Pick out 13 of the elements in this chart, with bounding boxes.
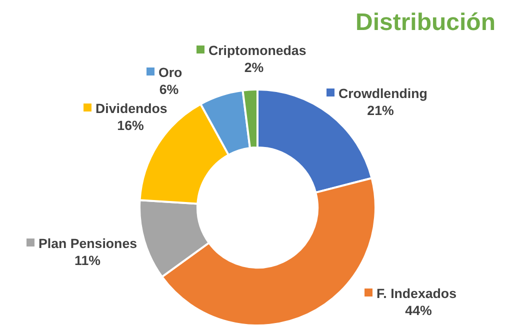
- legend-label: Plan Pensiones: [38, 236, 138, 251]
- data-label: 6%: [159, 82, 179, 97]
- data-label: 16%: [117, 118, 144, 133]
- data-label: 11%: [74, 253, 101, 268]
- data-label: 21%: [367, 103, 394, 118]
- chart-title: Distribución: [355, 9, 496, 36]
- data-label: 44%: [405, 303, 432, 318]
- legend-label: Dividendos: [96, 101, 168, 116]
- data-label: 2%: [244, 60, 264, 75]
- legend-label: Criptomonedas: [208, 43, 306, 58]
- legend-label: Crowdlending: [338, 86, 428, 101]
- legend-label: Oro: [158, 65, 182, 80]
- legend-label: F. Indexados: [376, 286, 456, 301]
